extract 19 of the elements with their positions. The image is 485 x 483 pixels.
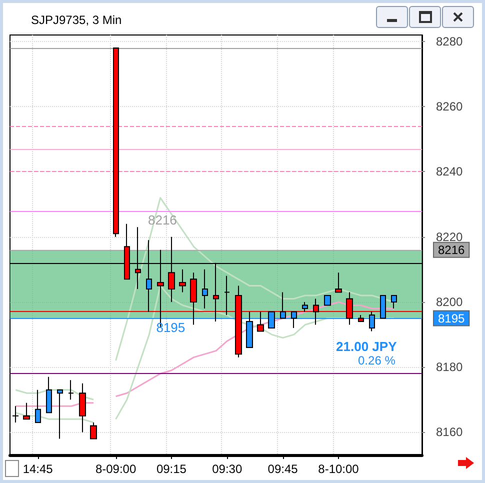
y-tick-label: 8160 <box>436 425 464 440</box>
y-tick-label: 8200 <box>436 294 464 309</box>
x-tick-label: 14:45 <box>22 462 54 476</box>
x-tick-label: 8-09:00 <box>95 462 136 476</box>
x-tick-label: 09:15 <box>156 462 187 476</box>
annotation: 21.00 JPY <box>336 338 398 354</box>
x-tick-label: 09:30 <box>212 462 242 476</box>
x-tick-label: 8-10:00 <box>318 462 360 476</box>
chart-title: SJPJ9735, 3 Min <box>31 13 122 27</box>
x-tick-label: 09:45 <box>268 462 298 476</box>
ref-line-label: 8195 <box>438 311 466 326</box>
ref-line-label: 8216 <box>438 242 466 257</box>
annotation: 8195 <box>156 320 186 335</box>
y-tick-label: 8240 <box>436 164 464 179</box>
annotation: 0.26 % <box>358 353 396 368</box>
y-tick-label: 8260 <box>436 100 464 114</box>
y-tick-label: 8220 <box>436 230 464 244</box>
y-tick-label: 8180 <box>436 360 464 374</box>
y-tick-label: 8280 <box>436 34 464 49</box>
